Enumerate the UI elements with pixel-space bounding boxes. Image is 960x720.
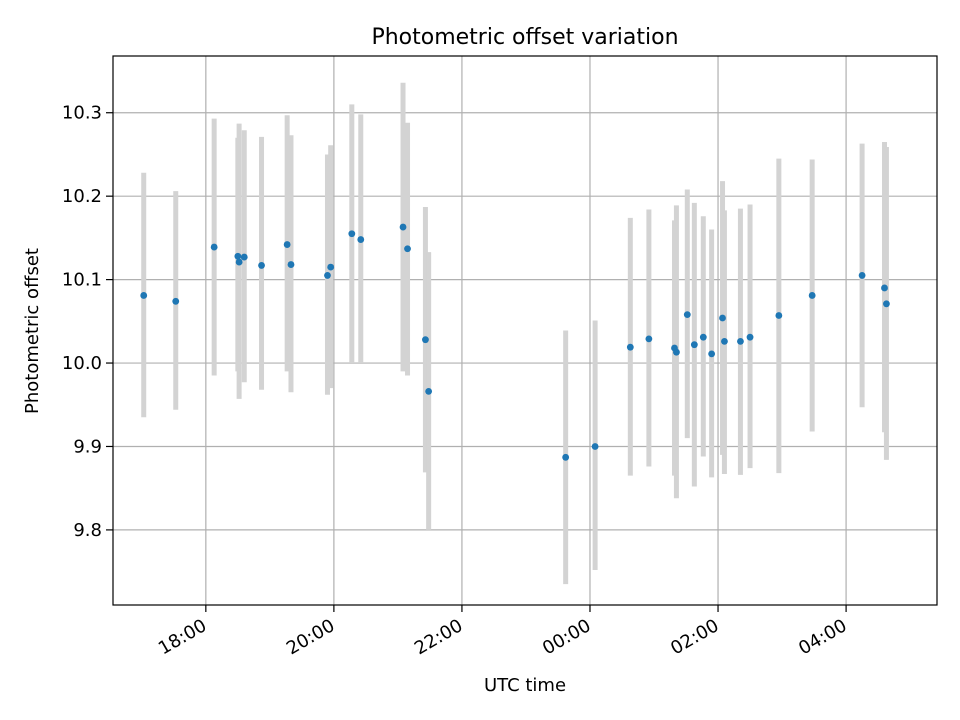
data-point [881, 284, 888, 292]
data-point [737, 337, 744, 345]
data-point [258, 262, 265, 269]
data-point [562, 453, 570, 461]
data-point [422, 336, 429, 344]
data-point [357, 236, 365, 243]
data-point [591, 443, 599, 450]
data-point [348, 230, 356, 238]
x-axis-title: UTC time [484, 675, 566, 696]
data-point [404, 245, 411, 253]
grid-lines [113, 56, 937, 605]
y-tick-label: 10.1 [62, 270, 102, 291]
y-tick-label: 9.9 [73, 436, 102, 457]
data-point [645, 335, 653, 343]
data-point [626, 343, 634, 351]
data-point [699, 333, 707, 341]
data-point [808, 292, 816, 299]
data-point [235, 258, 243, 266]
data-point [425, 388, 433, 395]
y-tick-label: 9.8 [73, 520, 102, 541]
data-point [240, 253, 248, 261]
data-point [883, 300, 890, 308]
data-point [708, 350, 716, 358]
data-point [673, 348, 680, 356]
y-tick-label: 10.0 [62, 353, 102, 374]
data-point [746, 333, 754, 341]
data-point [287, 261, 295, 268]
data-point [721, 337, 728, 345]
data-point [858, 272, 866, 279]
data-point [719, 314, 726, 322]
y-tick-label: 10.2 [62, 186, 102, 207]
data-point [172, 297, 180, 305]
data-point [210, 243, 218, 251]
y-tick-label: 10.3 [62, 103, 102, 124]
data-point [690, 341, 698, 349]
y-axis-title: Photometric offset [22, 248, 43, 414]
data-point [399, 223, 407, 231]
plot-frame [112, 55, 938, 606]
data-point [683, 311, 691, 319]
chart-title: Photometric offset variation [371, 25, 678, 50]
data-point [283, 241, 291, 248]
data-point [327, 263, 335, 271]
data-points [140, 223, 890, 461]
data-point [324, 272, 331, 279]
data-point [234, 252, 242, 260]
data-point [140, 292, 148, 299]
data-point [775, 312, 783, 319]
